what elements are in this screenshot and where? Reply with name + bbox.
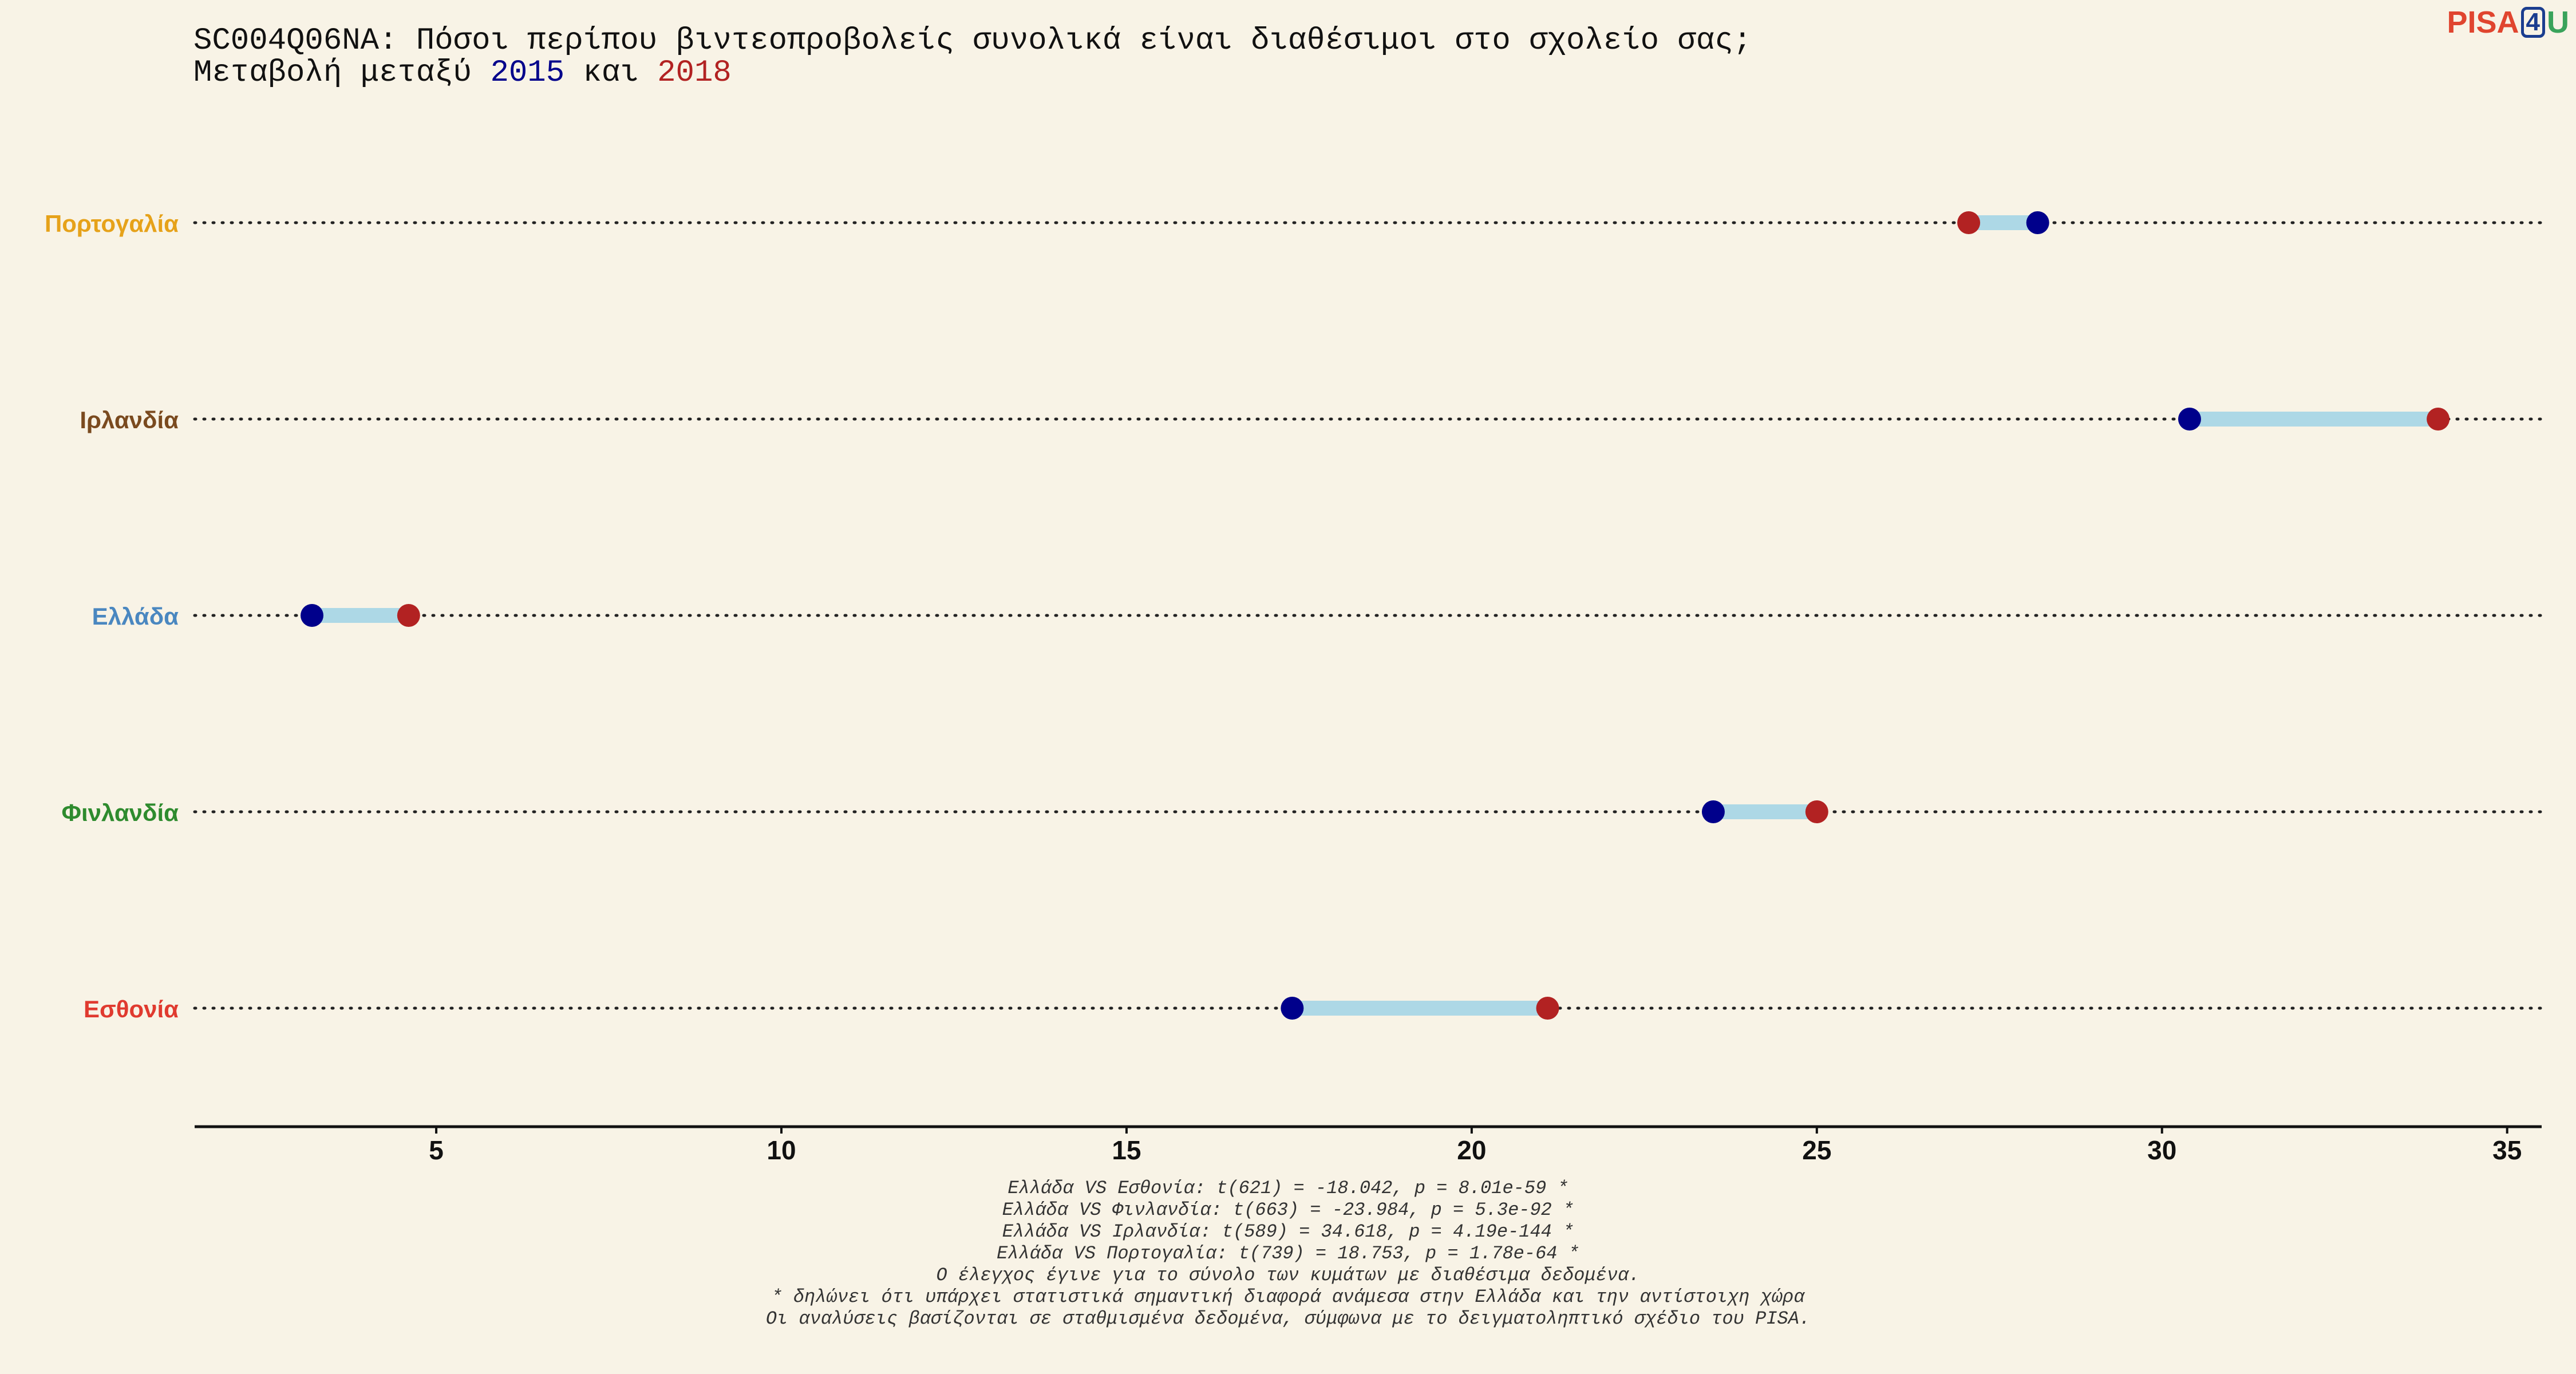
x-tick-label: 15 — [1112, 1135, 1141, 1165]
row-3: Ελλάδα — [92, 603, 2543, 630]
footnote-line: Ελλάδα VS Πορτογαλία: t(739) = 18.753, p… — [997, 1243, 1579, 1264]
x-tick-label: 35 — [2492, 1135, 2522, 1165]
category-label: Πορτογαλία — [45, 210, 179, 237]
year-2018-label: 2018 — [657, 56, 732, 90]
row-1: Πορτογαλία — [45, 210, 2543, 237]
title-line-2: Μεταβολή μεταξύ 2015 και 2018 — [193, 57, 1752, 89]
pisa4u-logo: PISA 4 U — [2447, 5, 2569, 40]
category-label: Εσθονία — [84, 996, 179, 1022]
point-2018 — [1805, 800, 1828, 823]
x-tick-label: 20 — [1457, 1135, 1486, 1165]
point-2015 — [2178, 408, 2201, 431]
chart-title: SC004Q06NA: Πόσοι περίπου βιντεοπροβολεί… — [193, 25, 1752, 89]
point-2018 — [1957, 211, 1981, 234]
x-tick-label: 30 — [2147, 1135, 2176, 1165]
title-middle: και — [564, 56, 658, 90]
category-label: Ιρλανδία — [80, 406, 179, 433]
point-2018 — [1536, 997, 1559, 1020]
point-2018 — [2427, 408, 2450, 431]
category-label: Ελλάδα — [92, 603, 179, 630]
point-2018 — [397, 604, 420, 627]
point-2015 — [2026, 211, 2049, 234]
footnote-line: Ελλάδα VS Φινλανδία: t(663) = -23.984, p… — [1002, 1199, 1574, 1221]
row-4: Φινλανδία — [62, 799, 2543, 826]
footnote-line: Ελλάδα VS Ιρλανδία: t(589) = 34.618, p =… — [1002, 1221, 1574, 1242]
year-2015-label: 2015 — [490, 56, 565, 90]
logo-four-text: 4 — [2520, 7, 2545, 38]
row-2: Ιρλανδία — [80, 406, 2543, 433]
point-2015 — [301, 604, 323, 627]
x-tick-label: 10 — [767, 1135, 796, 1165]
footnotes: Ελλάδα VS Εσθονία: t(621) = -18.042, p =… — [0, 1178, 2576, 1330]
logo-pisa-text: PISA — [2447, 5, 2519, 40]
x-tick-label: 25 — [1802, 1135, 1831, 1165]
logo-u-text: U — [2547, 5, 2569, 40]
title-line-1: SC004Q06NA: Πόσοι περίπου βιντεοπροβολεί… — [193, 23, 1752, 58]
footnote-line: Ο έλεγχος έγινε για το σύνολο των κυμάτω… — [936, 1265, 1640, 1286]
title-prefix: Μεταβολή μεταξύ — [193, 56, 491, 90]
footnote-line: * δηλώνει ότι υπάρχει στατιστικά σημαντι… — [771, 1286, 1805, 1308]
row-5: Εσθονία — [84, 996, 2543, 1022]
point-2015 — [1701, 800, 1725, 823]
x-tick-label: 5 — [429, 1135, 444, 1165]
point-2015 — [1281, 997, 1304, 1020]
footnote-line: Οι αναλύσεις βασίζονται σε σταθμισμένα δ… — [765, 1308, 1811, 1329]
category-label: Φινλανδία — [62, 799, 179, 826]
footnote-line: Ελλάδα VS Εσθονία: t(621) = -18.042, p =… — [1008, 1178, 1568, 1199]
